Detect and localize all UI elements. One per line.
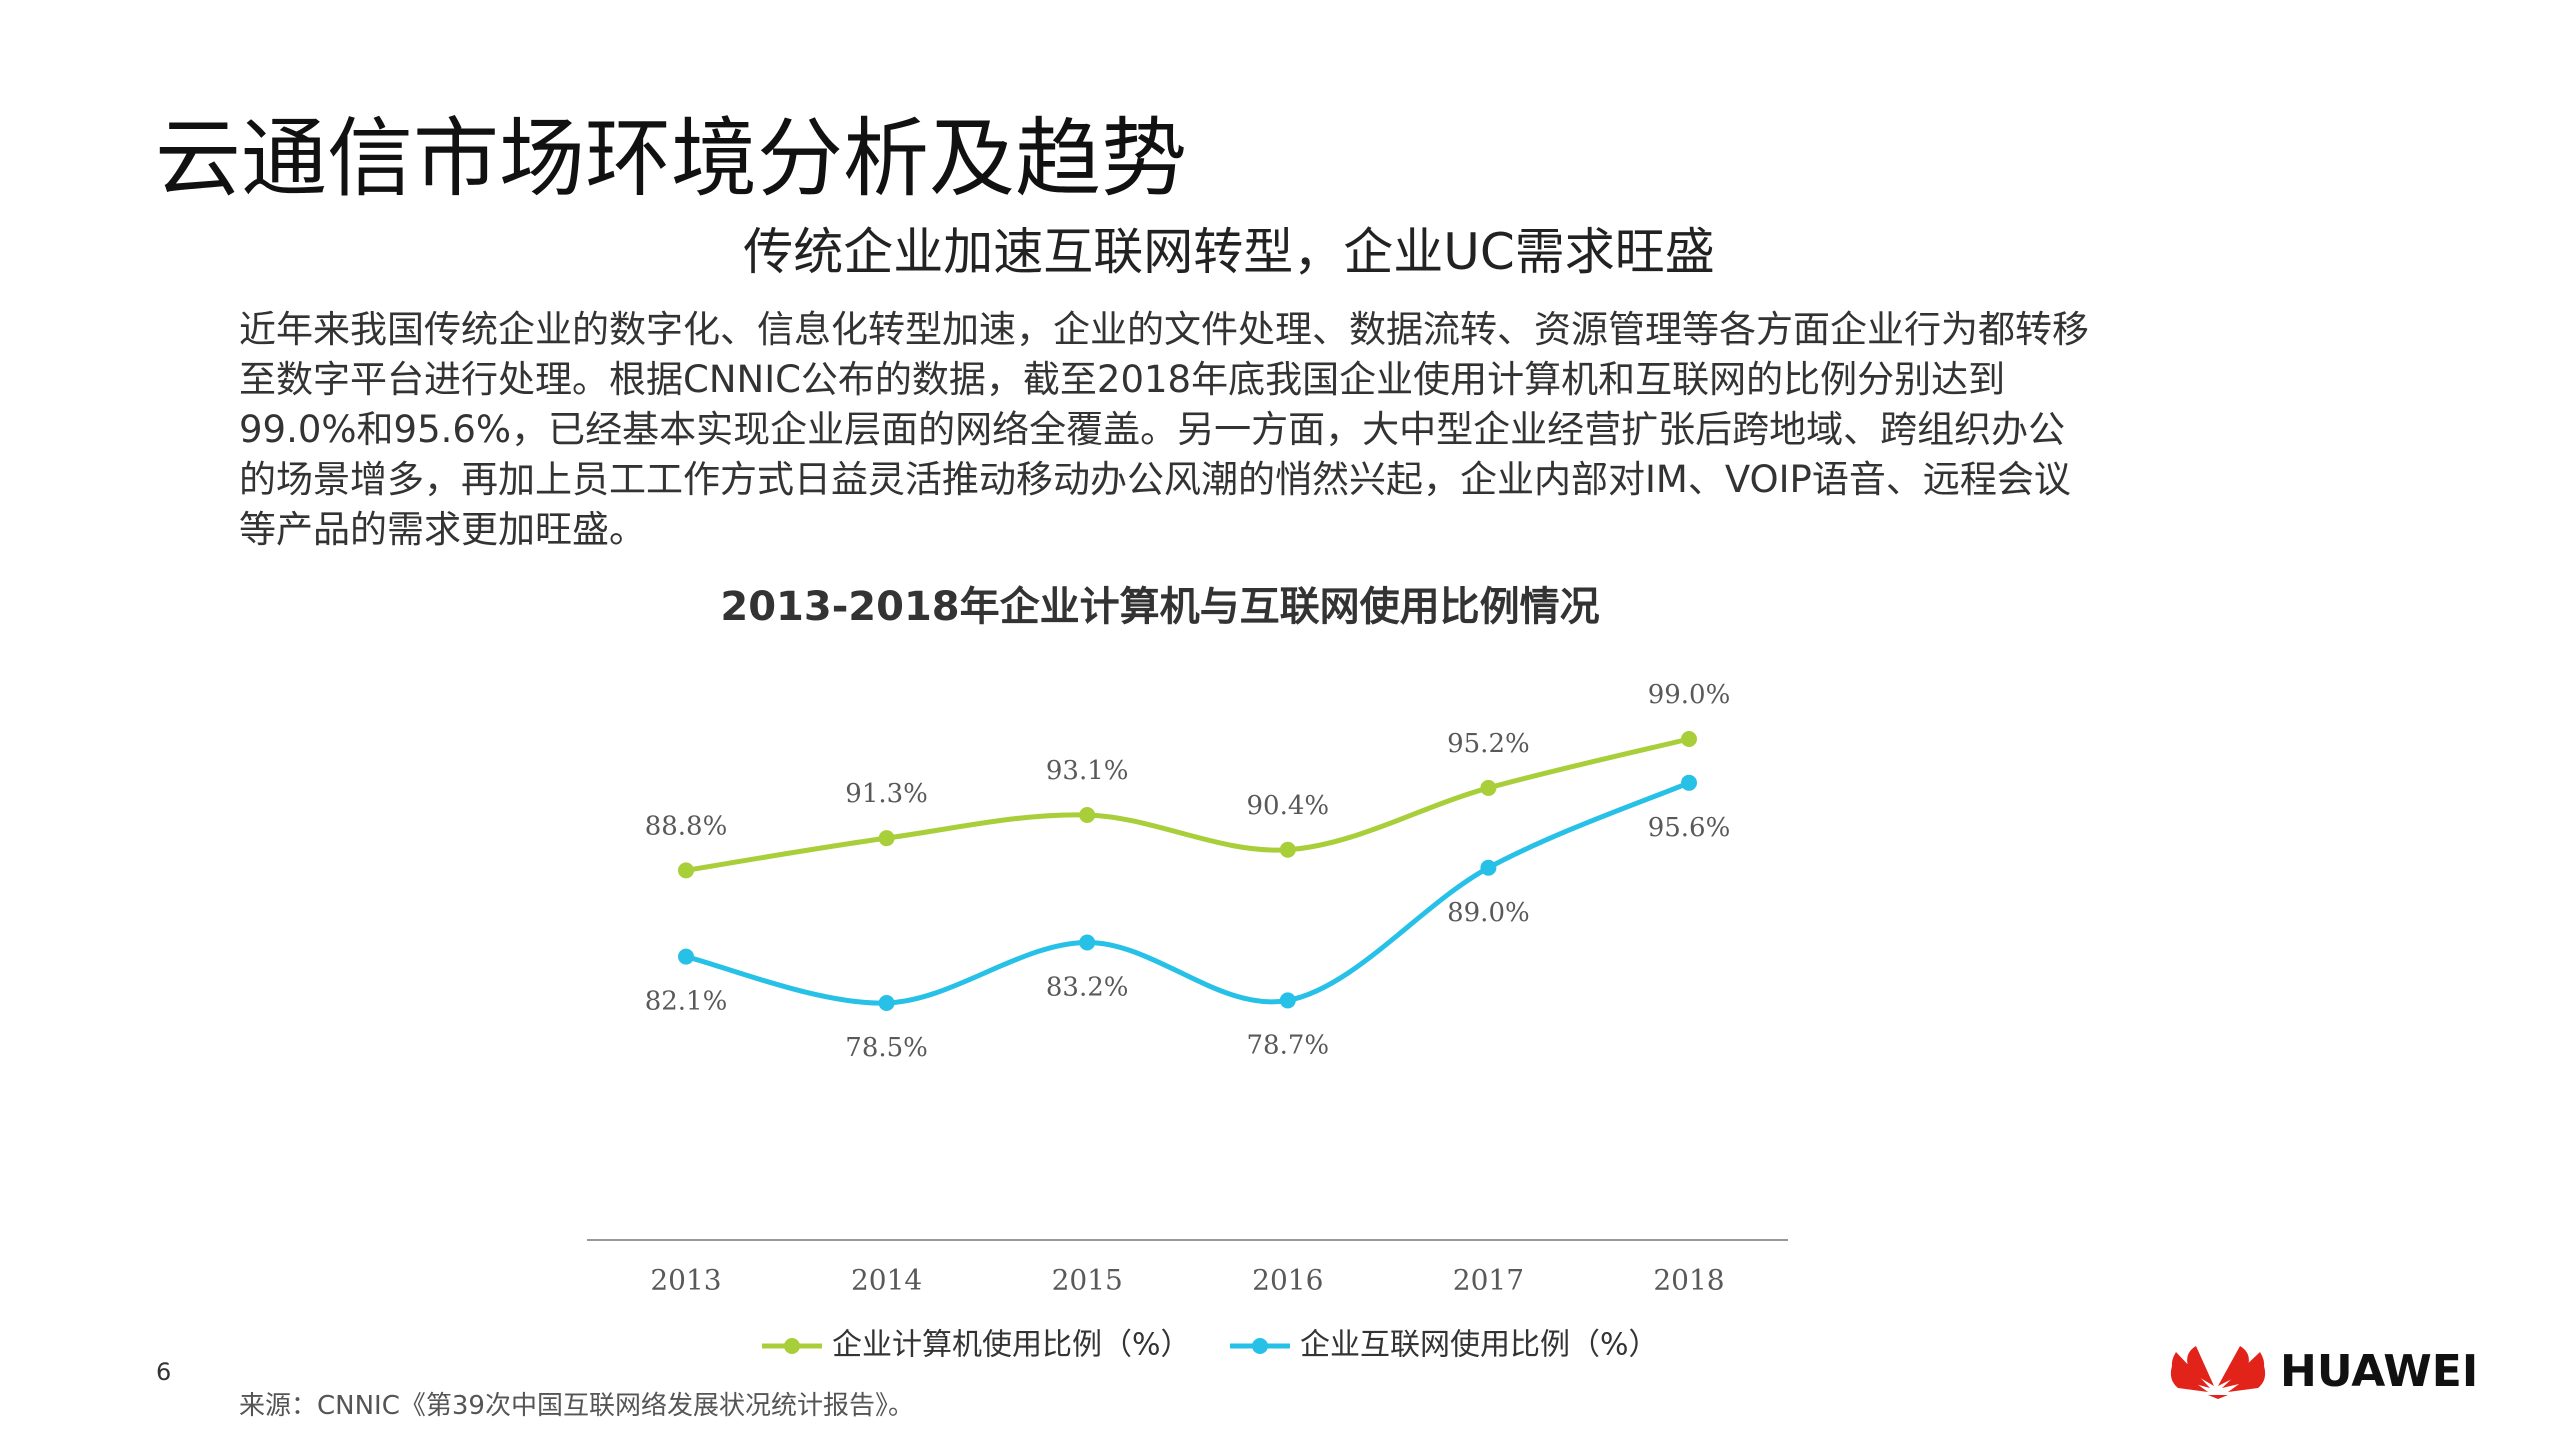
series-line [685,736,1690,873]
data-label: 89.0% [1447,898,1530,928]
legend-marker [784,1338,800,1354]
legend-label: 企业计算机使用比例（%） [832,1328,1191,1363]
x-tick-label: 2018 [1653,1264,1724,1297]
data-label: 82.1% [645,987,728,1017]
x-tick-label: 2017 [1453,1264,1524,1297]
chart-title: 2013-2018年企业计算机与互联网使用比例情况 [720,584,1599,630]
data-label: 99.0% [1648,680,1731,710]
data-point [678,862,694,879]
x-tick-label: 2013 [650,1264,721,1297]
data-label: 78.5% [845,1033,928,1063]
data-label: 90.4% [1246,791,1329,821]
x-tick-label: 2015 [1052,1264,1123,1297]
data-label: 78.7% [1246,1030,1329,1060]
x-tick-label: 2016 [1252,1264,1323,1297]
data-label: 95.6% [1648,813,1731,843]
huawei-logo [2170,1346,2266,1399]
series-line [685,780,1690,1006]
data-label: 83.2% [1046,972,1129,1002]
data-point [878,830,895,847]
slide-title: 云通信市场环境分析及趋势 [155,109,1187,209]
data-point [1480,859,1497,876]
data-point [878,995,895,1011]
data-point [1681,774,1697,791]
brand-name: HUAWEI [2280,1346,2478,1397]
data-point [1079,806,1096,823]
legend-marker [1252,1338,1268,1354]
data-label: 88.8% [645,811,728,841]
data-point [1681,731,1697,747]
body-paragraph: 近年来我国传统企业的数字化、信息化转型加速，企业的文件处理、数据流转、资源管理等… [239,308,2089,551]
data-point [678,948,694,965]
page-number: 6 [156,1358,172,1386]
legend-label: 企业互联网使用比例（%） [1300,1328,1659,1363]
data-point [1480,779,1497,796]
slide-subtitle: 传统企业加速互联网转型，企业UC需求旺盛 [743,223,1715,281]
data-label: 95.2% [1447,729,1530,759]
data-point [1279,992,1296,1009]
x-tick-label: 2014 [851,1264,922,1297]
data-point [1079,934,1096,951]
data-label: 93.1% [1046,756,1129,786]
data-label: 91.3% [845,779,928,809]
source-note: 来源：CNNIC《第39次中国互联网络发展状况统计报告》。 [239,1391,914,1421]
data-point [1279,841,1296,858]
